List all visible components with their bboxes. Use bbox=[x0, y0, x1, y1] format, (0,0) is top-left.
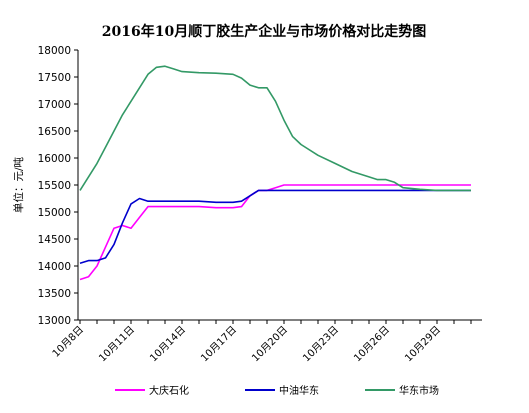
chart-title: 2016年10月顺丁胶生产企业与市场价格对比走势图 bbox=[102, 23, 426, 40]
y-tick-label: 16500 bbox=[38, 126, 71, 138]
legend-label: 中油华东 bbox=[279, 384, 319, 397]
x-tick-label: 10月23日 bbox=[300, 324, 341, 365]
y-tick-label: 15500 bbox=[38, 180, 71, 192]
legend-label: 华东市场 bbox=[399, 384, 439, 397]
x-tick-label: 10月8日 bbox=[50, 324, 86, 360]
legend: 大庆石化 中油华东 华东市场 bbox=[115, 384, 439, 397]
series-lines bbox=[79, 65, 471, 281]
y-axis-ticks: 13000 13500 14000 14500 15000 15500 16000 16500… bbox=[38, 45, 78, 327]
y-tick-label: 13000 bbox=[38, 315, 71, 327]
series-line bbox=[79, 65, 471, 192]
series-line bbox=[79, 184, 471, 281]
x-tick-label: 10月11日 bbox=[96, 324, 137, 365]
x-tick-label: 10月26日 bbox=[351, 324, 392, 365]
series-line bbox=[79, 189, 471, 265]
x-tick-label: 10月14日 bbox=[147, 324, 188, 365]
x-tick-label: 10月17日 bbox=[198, 324, 239, 365]
y-tick-label: 17500 bbox=[38, 72, 71, 84]
y-tick-label: 14500 bbox=[38, 234, 71, 246]
x-tick-label: 10月20日 bbox=[249, 324, 290, 365]
y-tick-label: 14000 bbox=[38, 261, 71, 273]
y-tick-label: 16000 bbox=[38, 153, 71, 165]
y-tick-label: 18000 bbox=[38, 45, 71, 57]
y-tick-label: 17000 bbox=[38, 99, 71, 111]
y-tick-label: 13500 bbox=[38, 288, 71, 300]
x-tick-label: 10月29日 bbox=[402, 324, 443, 365]
y-axis-label: 单位：元/吨 bbox=[12, 156, 25, 213]
x-axis-ticks: 10月8日 10月11日 10月14日 10月17日 10月20日 10月23日 10月26… bbox=[50, 320, 472, 365]
legend-label: 大庆石化 bbox=[149, 384, 189, 397]
y-tick-label: 15000 bbox=[38, 207, 71, 219]
